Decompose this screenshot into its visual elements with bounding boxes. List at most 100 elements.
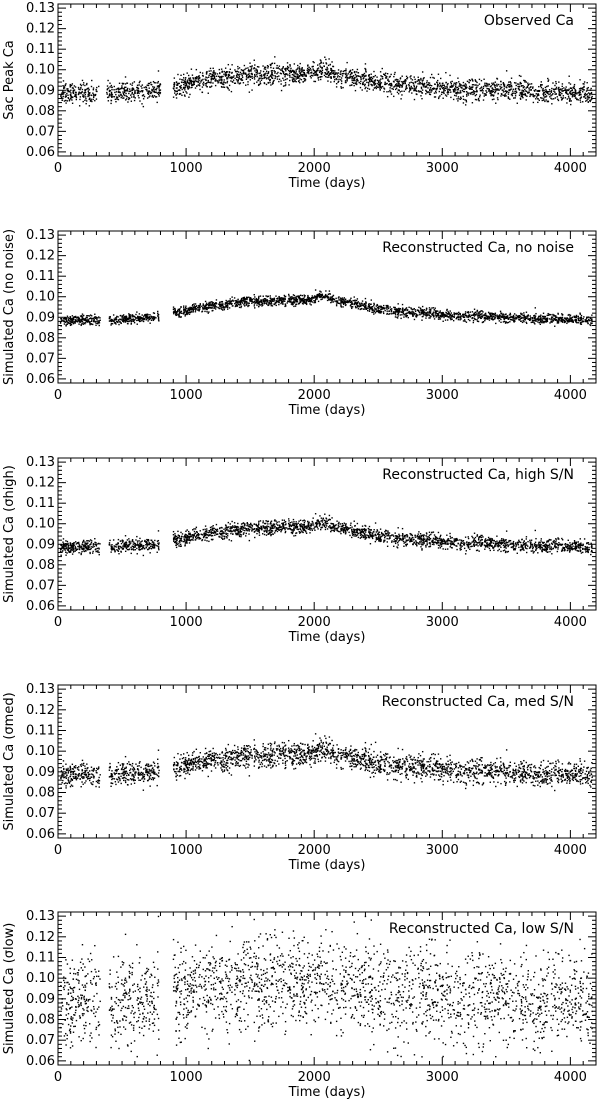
data-point: [529, 83, 531, 85]
data-point: [221, 303, 223, 305]
data-point: [397, 315, 399, 317]
data-point: [306, 67, 309, 70]
data-point: [108, 90, 111, 93]
data-point: [507, 321, 510, 324]
data-point: [128, 97, 130, 99]
data-point: [71, 87, 74, 89]
data-point: [589, 319, 591, 322]
data-point: [564, 88, 567, 90]
data-point: [68, 317, 70, 320]
data-point: [349, 300, 351, 302]
data-point: [268, 302, 270, 305]
data-point: [327, 71, 329, 74]
data-point: [426, 311, 429, 313]
data-point: [130, 94, 132, 96]
data-point: [320, 70, 322, 73]
data-point: [138, 84, 140, 86]
data-point: [416, 314, 418, 317]
data-point: [337, 297, 340, 299]
data-point: [578, 93, 581, 95]
data-point: [236, 302, 239, 304]
data-point: [173, 85, 175, 87]
data-point: [554, 91, 556, 93]
data-point: [422, 85, 425, 87]
data-point: [537, 90, 539, 92]
data-point: [146, 97, 149, 99]
data-point: [423, 309, 425, 311]
data-point: [404, 79, 407, 81]
data-point: [520, 317, 522, 319]
data-point: [469, 316, 472, 318]
data-point: [223, 306, 225, 308]
data-point: [91, 323, 94, 326]
data-point: [315, 71, 318, 73]
data-point: [129, 317, 132, 319]
data-point: [560, 99, 563, 101]
data-point: [232, 79, 235, 81]
data-point: [240, 69, 243, 71]
data-point: [382, 312, 385, 315]
data-point: [583, 89, 585, 91]
data-point: [123, 93, 125, 96]
data-point: [203, 305, 205, 307]
data-point: [381, 306, 383, 309]
data-point: [421, 80, 424, 82]
data-point: [556, 96, 558, 98]
data-point: [93, 316, 95, 319]
data-point: [194, 77, 197, 80]
data-point: [258, 295, 260, 298]
data-point: [379, 82, 381, 85]
data-point: [83, 95, 85, 97]
data-point: [469, 79, 472, 82]
data-point: [213, 77, 215, 79]
data-point: [224, 302, 227, 304]
data-point: [540, 81, 542, 83]
data-point: [143, 86, 145, 89]
data-point: [85, 321, 87, 324]
data-point: [152, 96, 155, 98]
data-point: [317, 294, 320, 297]
data-point: [428, 311, 431, 314]
data-point: [270, 66, 272, 69]
data-point: [445, 81, 447, 84]
data-point: [491, 318, 493, 321]
data-point: [361, 89, 363, 91]
data-point: [426, 313, 428, 315]
data-point: [522, 85, 524, 87]
data-point: [281, 297, 283, 299]
data-point: [456, 89, 459, 91]
data-point: [89, 323, 91, 325]
data-point: [296, 68, 298, 70]
data-point: [423, 311, 425, 313]
data-point: [234, 77, 236, 79]
data-point: [249, 62, 251, 64]
data-point: [565, 91, 568, 93]
data-point: [223, 86, 226, 89]
data-point: [181, 312, 183, 314]
data-point: [354, 73, 357, 76]
data-point: [487, 311, 490, 314]
data-point: [108, 93, 111, 95]
data-point: [225, 70, 228, 73]
data-point: [320, 298, 322, 301]
data-point: [346, 300, 349, 302]
x-tick-label: 1000: [170, 161, 203, 176]
data-point: [320, 296, 323, 298]
data-point: [306, 296, 309, 298]
data-point: [353, 302, 356, 305]
data-point: [460, 91, 462, 94]
data-point: [373, 70, 375, 73]
data-point: [313, 74, 316, 76]
data-point: [519, 98, 522, 100]
data-point: [544, 90, 547, 93]
data-point: [535, 319, 537, 321]
data-point: [583, 316, 585, 318]
data-point: [412, 310, 414, 313]
data-point: [264, 66, 266, 68]
data-point: [436, 82, 439, 84]
data-point: [154, 88, 157, 91]
data-point: [544, 86, 547, 89]
data-point: [175, 90, 178, 92]
data-point: [557, 98, 559, 100]
data-point: [157, 80, 160, 83]
